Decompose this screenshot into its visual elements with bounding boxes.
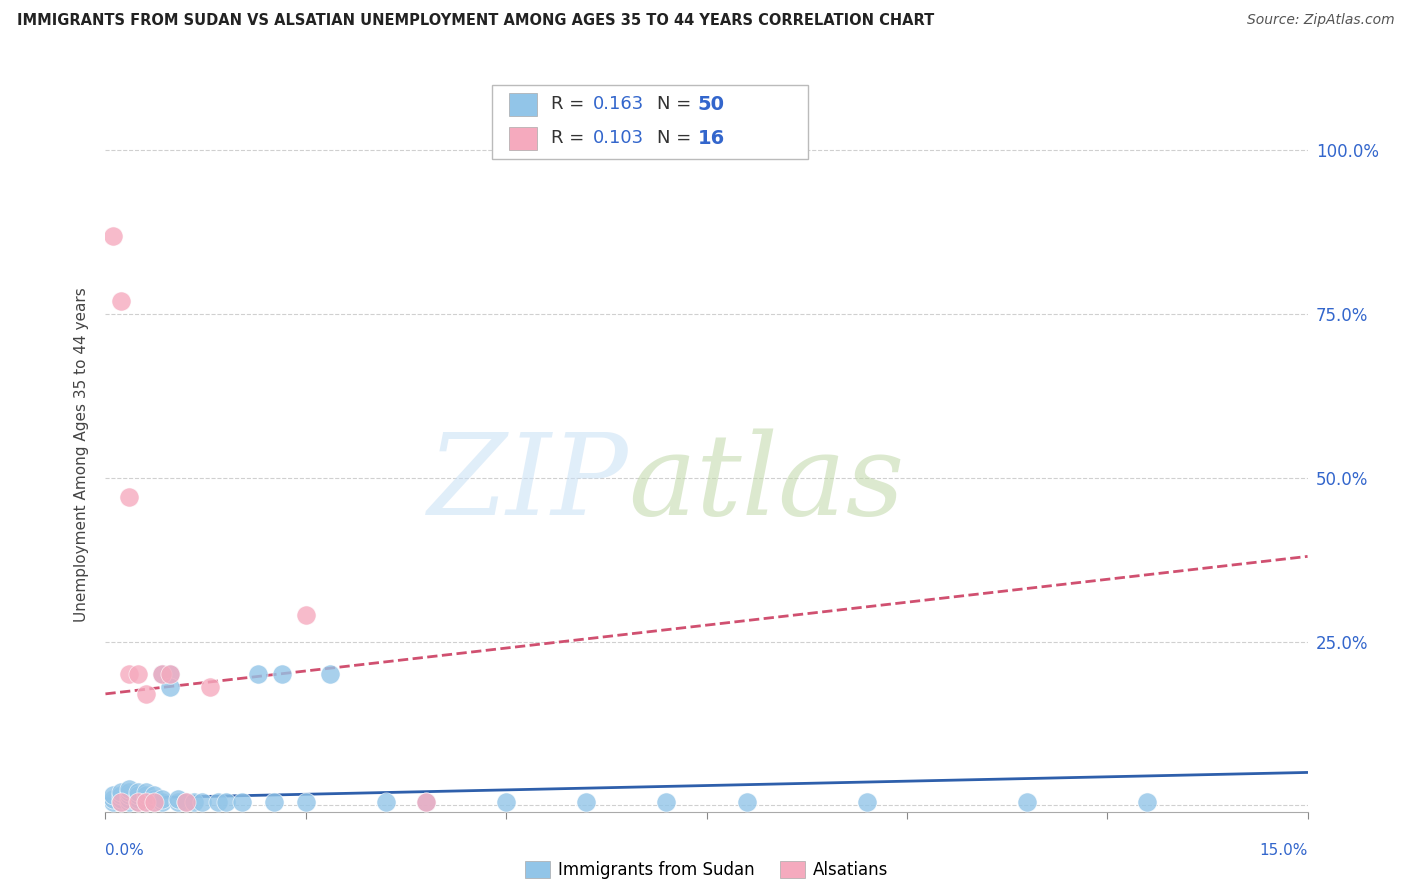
Text: 50: 50 [697,95,724,114]
Point [135,785,157,799]
Point [142,791,165,805]
Point [150,791,173,805]
Text: R =: R = [551,95,591,113]
Point [127,795,149,809]
Point [118,795,141,809]
Point [135,687,157,701]
Point [159,681,181,695]
Point [150,667,173,681]
Text: 16: 16 [697,128,724,148]
Point [319,667,342,681]
Point [118,785,141,799]
Point [110,789,132,803]
Point [183,795,205,809]
Text: 15.0%: 15.0% [1260,843,1308,858]
Point [142,789,165,803]
Point [118,789,141,803]
Text: Source: ZipAtlas.com: Source: ZipAtlas.com [1247,13,1395,28]
Point [495,795,517,809]
Point [110,795,132,809]
Point [118,491,141,505]
Point [118,667,141,681]
Legend: Immigrants from Sudan, Alsatians: Immigrants from Sudan, Alsatians [517,854,896,886]
Point [295,608,318,623]
Point [103,795,125,809]
Point [127,667,149,681]
Point [415,795,437,809]
Point [1017,795,1039,809]
Point [270,667,292,681]
Point [150,667,173,681]
Text: atlas: atlas [628,428,904,539]
Point [174,795,197,809]
Point [246,667,269,681]
Point [110,294,132,309]
Point [127,789,149,803]
Point [103,791,125,805]
Point [174,795,197,809]
Text: N =: N = [657,129,696,147]
Point [110,791,132,805]
Point [150,795,173,809]
Point [103,228,125,243]
Point [214,795,236,809]
Point [190,795,212,809]
Y-axis label: Unemployment Among Ages 35 to 44 years: Unemployment Among Ages 35 to 44 years [75,287,90,623]
Text: IMMIGRANTS FROM SUDAN VS ALSATIAN UNEMPLOYMENT AMONG AGES 35 TO 44 YEARS CORRELA: IMMIGRANTS FROM SUDAN VS ALSATIAN UNEMPL… [17,13,934,29]
Point [135,791,157,805]
Point [103,789,125,803]
Point [110,795,132,809]
Point [855,795,877,809]
Point [127,785,149,799]
Text: 0.103: 0.103 [593,129,644,147]
Point [142,795,165,809]
Point [166,791,188,805]
Point [735,795,758,809]
Point [655,795,678,809]
Point [231,795,253,809]
Point [159,667,181,681]
Point [135,795,157,809]
Point [127,791,149,805]
Point [118,791,141,805]
Point [1136,795,1159,809]
Point [198,681,221,695]
Point [415,795,437,809]
Point [166,795,188,809]
Point [110,785,132,799]
Point [118,781,141,796]
Text: ZIP: ZIP [427,428,628,539]
Text: 0.163: 0.163 [593,95,644,113]
Point [142,795,165,809]
Text: N =: N = [657,95,696,113]
Text: 0.0%: 0.0% [105,843,145,858]
Point [295,795,318,809]
Point [127,795,149,809]
Point [374,795,398,809]
Point [207,795,229,809]
Point [263,795,285,809]
Text: R =: R = [551,129,591,147]
Point [135,789,157,803]
Point [159,667,181,681]
Point [575,795,598,809]
Point [135,795,157,809]
